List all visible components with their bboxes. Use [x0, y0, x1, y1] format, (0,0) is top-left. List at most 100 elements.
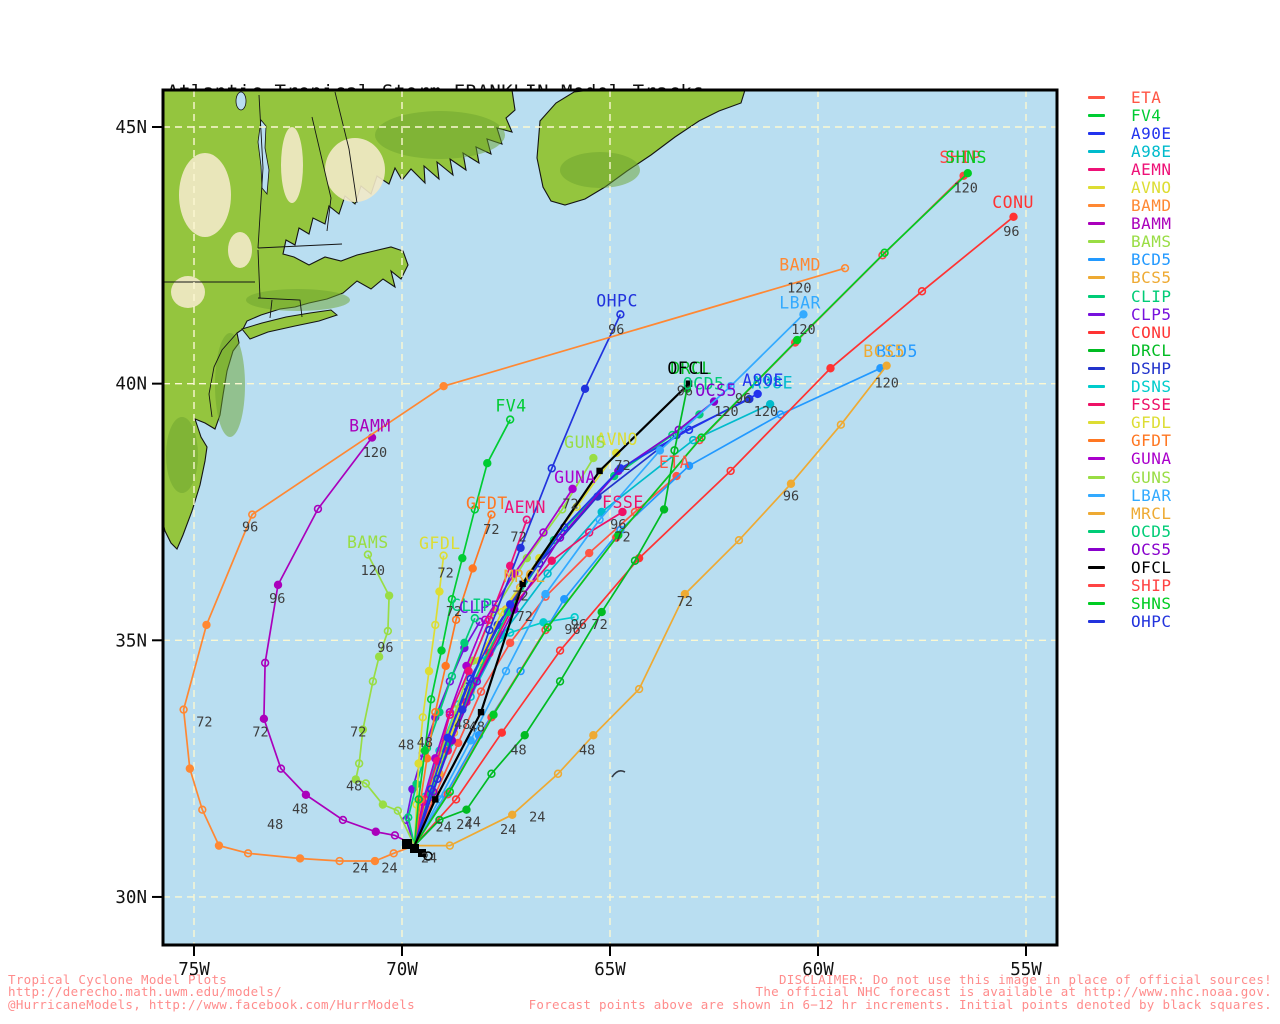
track-label-shns: SHNS [945, 148, 987, 167]
track-label-eta: ETA [659, 453, 690, 472]
hour-label-24: 24 [456, 817, 472, 833]
track-point-drcl [597, 607, 606, 617]
legend-label: A90E [1131, 123, 1172, 143]
legend-label: OHPC [1131, 612, 1172, 632]
track-point-a90e [443, 733, 452, 743]
legend-item-dsns: DSNS [1088, 377, 1172, 396]
model-legend: ETA FV4 A90E A98E AEMN AVNO BAMD BAMM BAMS BCD5 BC… [1088, 88, 1172, 631]
hour-label-48: 48 [510, 743, 526, 759]
legend-item-bcd5: BCD5 [1088, 250, 1172, 270]
track-label-fv4: FV4 [495, 397, 526, 416]
state-border [208, 332, 238, 418]
hour-label-120: 120 [953, 181, 977, 197]
y-tick-label: 30N [115, 888, 147, 908]
legend-label: AEMN [1131, 159, 1172, 179]
legend-item-fv4: FV4 [1088, 106, 1172, 125]
hour-label-48: 48 [292, 802, 308, 818]
legend-label: GFDL [1131, 413, 1172, 433]
hour-label-24: 24 [465, 815, 481, 831]
footer-nhc-line: The official NHC forecast is available a… [755, 984, 1272, 1000]
track-point-ofcl [477, 708, 485, 716]
legend-item-ocd5: OCD5 [1088, 522, 1172, 541]
track-point-gfdl [424, 666, 434, 676]
legend-dash-icon [1088, 294, 1105, 298]
track-point-ohpc [485, 625, 494, 635]
legend-item-clp5: CLP5 [1088, 305, 1172, 324]
legend-dash-icon [1088, 167, 1105, 171]
track-point-shns [614, 530, 623, 540]
footer-disclaimer-line1: DISCLAIMER: Do not use this image in pla… [778, 972, 1272, 987]
track-point-bcs5 [836, 420, 846, 429]
track-point-shns [697, 433, 706, 442]
legend-item-bcs5: BCS5 [1088, 268, 1172, 288]
legend-label: BCD5 [1131, 250, 1172, 270]
legend-dash-icon [1088, 131, 1105, 135]
legend-dash-icon [1088, 258, 1105, 262]
track-label-gfdt: GFDT [466, 494, 508, 513]
legend-item-aemn: AEMN [1088, 159, 1172, 179]
hour-label-72: 72 [517, 609, 533, 625]
track-point-aemn [522, 515, 531, 524]
legend-item-ofcl: OFCL [1088, 558, 1172, 577]
lake [235, 91, 247, 111]
hour-label-24: 24 [421, 850, 437, 866]
track-point-bcd5 [516, 666, 525, 676]
hour-label-48: 48 [469, 720, 485, 736]
legend-dash-icon [1088, 511, 1105, 515]
track-line-ohpc [413, 314, 622, 846]
legend-item-bamd: BAMD [1088, 196, 1172, 215]
x-tick-label: 55W [1010, 960, 1042, 980]
x-tick-label: 65W [594, 960, 626, 980]
track-point-conu [917, 287, 927, 296]
y-tick-label: 35N [115, 631, 147, 651]
legend-dash-icon [1088, 620, 1105, 624]
track-point-bcs5 [553, 769, 563, 778]
initial-point-square [410, 844, 419, 853]
track-point-gfdl [418, 713, 427, 722]
hour-label-24: 24 [500, 822, 516, 838]
track-point-a90e [616, 464, 625, 473]
legend-item-ship: SHIP [1088, 576, 1172, 596]
hour-label-24: 24 [435, 820, 451, 836]
legend-label: SHIP [1131, 576, 1172, 596]
track-point-bcs5 [786, 479, 796, 488]
hour-label-48: 48 [267, 817, 283, 833]
legend-item-ocs5: OCS5 [1088, 540, 1172, 559]
track-label-fsse: FSSE [602, 493, 644, 512]
track-point-conu [726, 466, 735, 476]
legend-item-avno: AVNO [1088, 178, 1172, 197]
track-point-bcd5 [560, 595, 569, 604]
track-line-clip [407, 617, 476, 846]
track-label-ocd5: OCD5 [683, 375, 725, 394]
track-point-conu [497, 728, 507, 737]
y-tick-label: 45N [115, 118, 147, 138]
legend-dash-icon [1088, 149, 1105, 153]
track-label-aemn: AEMN [504, 498, 546, 517]
hour-label-48: 48 [417, 735, 433, 751]
hour-label-72: 72 [512, 589, 528, 605]
track-point-a90e [684, 425, 694, 435]
track-point-bamd [370, 856, 380, 866]
track-point-ofcl [519, 580, 526, 588]
terrain-lowland [560, 152, 640, 188]
track-point-conu [826, 364, 835, 373]
track-label-guna: GUNA [554, 468, 596, 487]
legend-dash-icon [1088, 330, 1105, 334]
track-point-fv4 [505, 415, 515, 424]
hour-label-72: 72 [350, 725, 366, 741]
track-point-bcs5 [445, 841, 455, 850]
hour-label-48: 48 [579, 743, 595, 759]
track-label-ocs5: OCS5 [695, 381, 737, 400]
track-point-drcl [659, 505, 669, 514]
legend-dash-icon [1088, 547, 1105, 551]
legend-dash-icon [1088, 204, 1105, 208]
hour-label-120: 120 [754, 404, 778, 420]
track-point-gfdt [441, 661, 450, 671]
track-point-eta [672, 471, 681, 481]
track-point-fsse [547, 556, 556, 565]
legend-label: BCS5 [1131, 268, 1172, 288]
legend-dash-icon [1088, 565, 1105, 569]
track-label-gfdl: GFDL [419, 534, 461, 553]
track-point-lbar [595, 515, 604, 524]
